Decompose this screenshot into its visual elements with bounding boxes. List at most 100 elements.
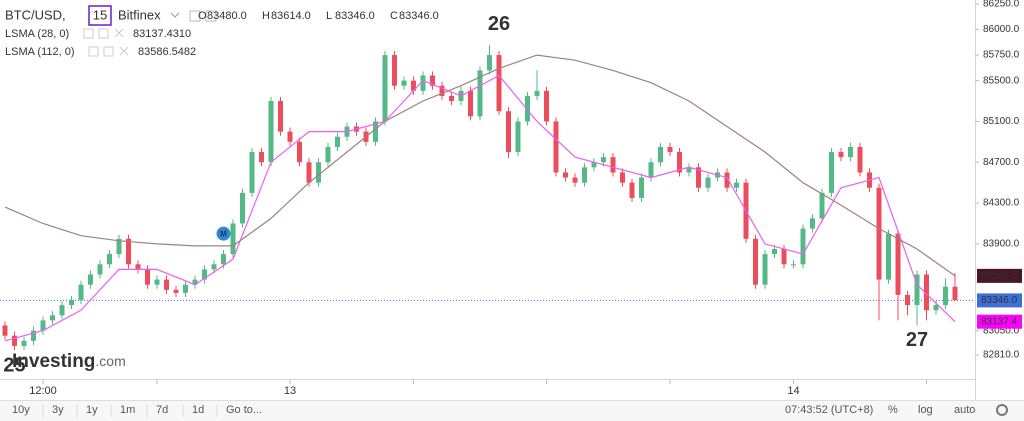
- event-marker[interactable]: [216, 226, 231, 241]
- candle-body: [439, 85, 445, 96]
- candle-body: [724, 172, 730, 188]
- settings-icon[interactable]: [996, 404, 1008, 416]
- candle-body: [221, 254, 226, 265]
- icon[interactable]: [103, 46, 114, 57]
- candle-body: [572, 177, 578, 183]
- candle-body: [107, 254, 112, 265]
- candle-body: [135, 264, 141, 270]
- candle-body: [943, 286, 948, 306]
- candle-body: [639, 177, 644, 198]
- axis-value-label-bg: [977, 268, 1022, 283]
- candle-body: [734, 182, 739, 188]
- candle-body: [69, 300, 74, 306]
- option-button[interactable]: log: [918, 404, 933, 416]
- candle-body: [40, 320, 46, 331]
- candle-body: [895, 233, 901, 295]
- icon[interactable]: [88, 46, 99, 57]
- candle-body: [192, 279, 198, 285]
- icon[interactable]: [83, 28, 94, 39]
- candle-body: [924, 274, 929, 311]
- range-button[interactable]: 10y: [12, 404, 30, 416]
- candle-body: [933, 305, 939, 311]
- candle-body: [88, 274, 93, 285]
- candle-body: [382, 55, 388, 122]
- candle-body: [753, 238, 758, 285]
- candle-body: [610, 157, 616, 173]
- candle-body: [553, 121, 559, 173]
- candle-body: [648, 162, 654, 178]
- icon[interactable]: [98, 28, 109, 39]
- range-button[interactable]: 1d: [192, 404, 204, 416]
- indicator-line: [4, 54, 956, 277]
- icon[interactable]: [189, 10, 201, 22]
- candle-body: [905, 294, 910, 306]
- series-name: LSMA (28, 0): [5, 28, 69, 40]
- candle-body: [696, 167, 701, 188]
- event-marker-label: M: [220, 229, 227, 238]
- candle-body: [78, 284, 84, 300]
- icon[interactable]: [119, 46, 129, 56]
- candle-body: [373, 121, 378, 142]
- candle-body: [335, 136, 340, 147]
- option-button[interactable]: %: [888, 404, 898, 416]
- y-tick-label: 85100.0: [983, 116, 1020, 127]
- toolbar: [0, 400, 1024, 421]
- candle-body: [515, 121, 521, 153]
- candle-body: [240, 192, 245, 224]
- option-button[interactable]: auto: [954, 404, 975, 416]
- candle-body: [544, 90, 549, 122]
- candle-body: [259, 152, 264, 163]
- candle-body: [211, 264, 217, 270]
- ohlc-value: 83480.0: [207, 10, 247, 22]
- y-tick-label: 84700.0: [983, 157, 1020, 168]
- y-tick-label: 85750.0: [983, 50, 1020, 61]
- candle-body: [781, 248, 787, 265]
- interval-box: [88, 5, 112, 26]
- candle-body: [914, 274, 920, 306]
- candle-body: [886, 233, 891, 280]
- candle-body: [59, 305, 65, 316]
- candle-body: [658, 146, 663, 163]
- candle-body: [31, 330, 36, 341]
- candle-body: [810, 218, 815, 229]
- clock: 07:43:52 (UTC+8): [785, 404, 873, 416]
- candle-body: [316, 162, 321, 183]
- range-button[interactable]: 1m: [120, 404, 135, 416]
- ohlc-value: 83614.0: [271, 10, 311, 22]
- candle-body: [278, 101, 283, 132]
- range-button[interactable]: 3y: [52, 404, 64, 416]
- candle-body: [12, 335, 17, 346]
- candle-body: [705, 177, 711, 188]
- y-tick-label: 83050.0: [983, 325, 1020, 336]
- candle-body: [591, 162, 597, 168]
- last-price-label: 83346.0: [981, 295, 1018, 306]
- icon[interactable]: [114, 28, 124, 38]
- icon[interactable]: [205, 10, 217, 22]
- range-button[interactable]: Go to...: [226, 404, 262, 416]
- last-price-label-bg: [977, 293, 1022, 308]
- x-tick-label: 13: [284, 385, 296, 397]
- annotation: 25: [3, 355, 25, 377]
- axis-value-label: 83586.5: [981, 271, 1018, 282]
- series-value: 83137.4310: [133, 28, 191, 40]
- range-button[interactable]: 1y: [86, 404, 98, 416]
- dropdown-icon[interactable]: [170, 12, 180, 18]
- candle-body: [468, 90, 473, 117]
- y-tick-label: 86000.0: [983, 24, 1020, 35]
- candle-body: [50, 315, 55, 321]
- indicator-line: [4, 74, 956, 342]
- y-tick-label: 85500.0: [983, 75, 1020, 86]
- exchange: Bitfinex: [118, 7, 161, 22]
- symbol: BTC/USD,: [5, 7, 66, 22]
- range-button[interactable]: 7d: [156, 404, 168, 416]
- candle-body: [287, 131, 293, 142]
- candle-body: [667, 146, 673, 153]
- candle-body: [249, 152, 255, 193]
- candle-body: [791, 264, 796, 266]
- candle-body: [582, 167, 587, 183]
- ohlc-key: L: [326, 10, 332, 22]
- y-tick-label: 82810.0: [983, 350, 1020, 361]
- x-tick-label: 12:00: [29, 385, 57, 397]
- candle-body: [297, 141, 302, 163]
